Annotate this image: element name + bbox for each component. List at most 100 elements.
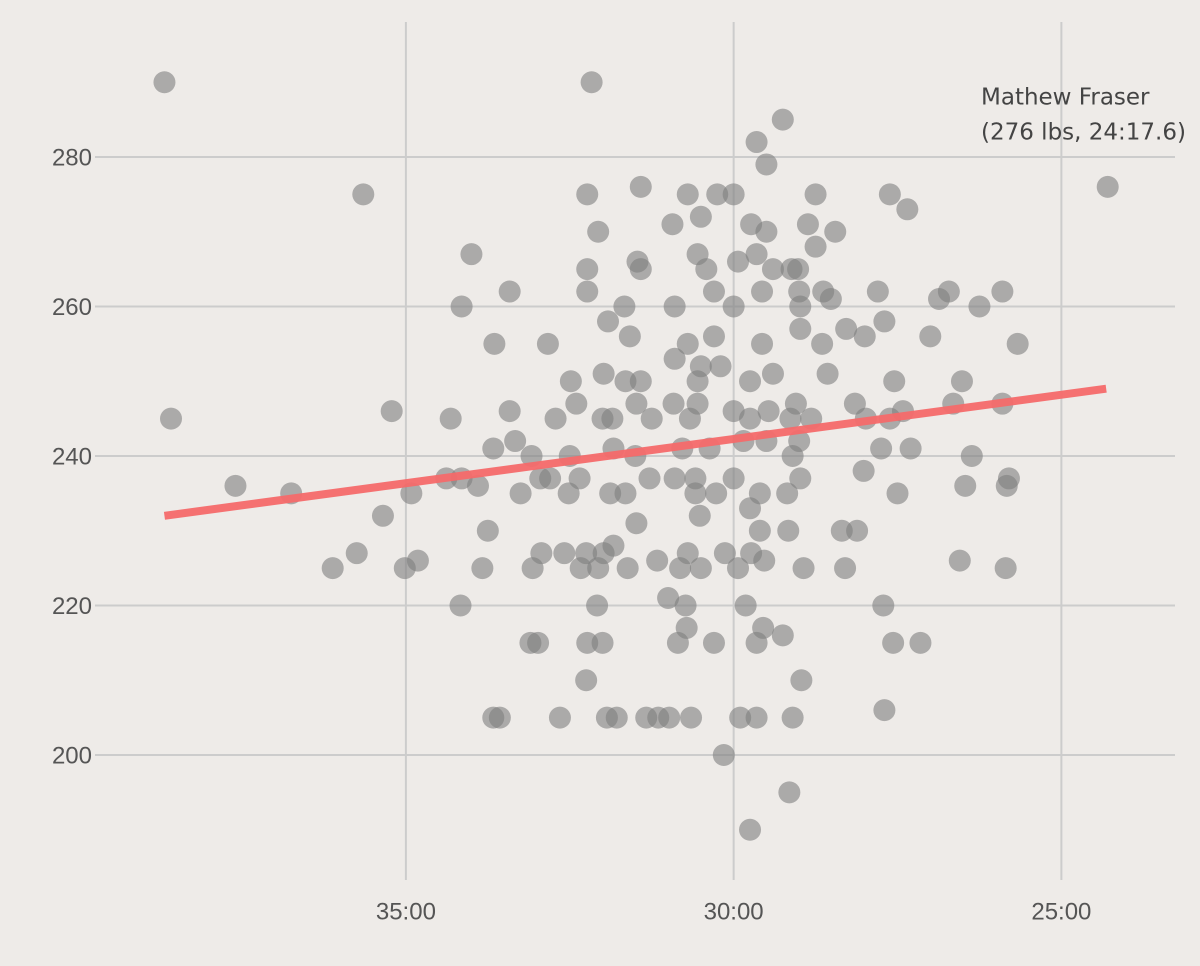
point (755, 153, 778, 176)
point (727, 250, 750, 273)
point (224, 474, 247, 497)
point (689, 205, 712, 228)
point (896, 198, 919, 221)
point (559, 370, 582, 393)
point (788, 430, 811, 453)
point (997, 467, 1020, 490)
point (605, 706, 628, 729)
point (761, 362, 784, 385)
point (852, 459, 875, 482)
annotation-detail: (276 lbs, 24:17.6) (981, 120, 1186, 146)
point (686, 370, 709, 393)
point (928, 288, 951, 311)
point (439, 407, 462, 430)
point (866, 280, 889, 303)
point (994, 557, 1017, 580)
point (160, 407, 183, 430)
point (705, 482, 728, 505)
point (846, 519, 869, 542)
point (689, 557, 712, 580)
point (883, 370, 906, 393)
point (599, 482, 622, 505)
point (482, 437, 505, 460)
point (787, 258, 810, 281)
point (757, 400, 780, 423)
point (706, 183, 729, 206)
point (565, 392, 588, 415)
point (539, 467, 562, 490)
point (702, 631, 725, 654)
point (576, 183, 599, 206)
point (601, 407, 624, 430)
point (761, 258, 784, 281)
point (587, 220, 610, 243)
point (745, 631, 768, 654)
y-tick-label: 260 (52, 294, 92, 321)
point (625, 512, 648, 535)
point (321, 557, 344, 580)
point (580, 71, 603, 94)
point (544, 407, 567, 430)
point (777, 519, 800, 542)
point (488, 706, 511, 729)
point (669, 557, 692, 580)
point (755, 220, 778, 243)
point (625, 392, 648, 415)
point (751, 332, 774, 355)
y-tick-label: 220 (52, 593, 92, 620)
point (568, 467, 591, 490)
point (657, 587, 680, 610)
point (722, 295, 745, 318)
point (835, 317, 858, 340)
point (591, 631, 614, 654)
point (153, 71, 176, 94)
point (729, 706, 752, 729)
point (739, 497, 762, 520)
point (380, 400, 403, 423)
point (658, 706, 681, 729)
point (722, 400, 745, 423)
point (886, 482, 909, 505)
point (602, 534, 625, 557)
point (569, 557, 592, 580)
point (476, 519, 499, 542)
point (954, 474, 977, 497)
point (960, 444, 983, 467)
point (751, 280, 774, 303)
point (776, 482, 799, 505)
y-tick-label: 240 (52, 443, 92, 470)
point (811, 332, 834, 355)
point (638, 467, 661, 490)
point (722, 467, 745, 490)
point (753, 549, 776, 572)
point (676, 332, 699, 355)
point (406, 549, 429, 572)
point (587, 557, 610, 580)
point (345, 542, 368, 565)
point (663, 295, 686, 318)
point (576, 280, 599, 303)
point (882, 631, 905, 654)
point (680, 706, 703, 729)
point (613, 295, 636, 318)
point (629, 175, 652, 198)
point (509, 482, 532, 505)
plot-area (153, 71, 1119, 841)
point (739, 370, 762, 393)
point (739, 407, 762, 430)
point (498, 280, 521, 303)
point (686, 392, 709, 415)
point (548, 706, 571, 729)
point (471, 557, 494, 580)
point (702, 280, 725, 303)
point (592, 362, 615, 385)
point (521, 557, 544, 580)
point (498, 400, 521, 423)
point (796, 213, 819, 236)
point (722, 183, 745, 206)
point (400, 482, 423, 505)
point (629, 258, 652, 281)
x-tick-label: 25:00 (1031, 898, 1091, 925)
point (991, 280, 1014, 303)
